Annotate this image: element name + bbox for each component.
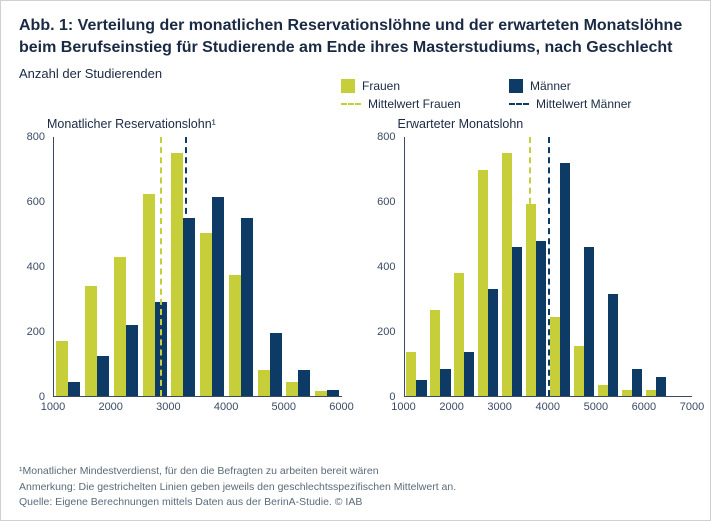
x-tick: 1000: [41, 401, 65, 413]
panel-b-x-axis: 1000200030004000500060007000: [404, 399, 693, 417]
bar-maenner: [241, 218, 253, 396]
bar-frauen: [646, 390, 656, 396]
y-tick: 600: [377, 196, 395, 208]
bar-maenner: [97, 356, 109, 396]
panel-b: Erwarteter Monatslohn 0200400600800 1000…: [370, 117, 693, 417]
bar-frauen: [85, 286, 97, 396]
footnote-3: Quelle: Eigene Berechnungen mittels Date…: [19, 495, 692, 510]
panel-b-y-axis: 0200400600800: [370, 137, 400, 397]
legend-label-frauen: Frauen: [362, 79, 400, 93]
y-tick: 400: [27, 261, 45, 273]
legend-mw-maenner: Mittelwert Männer: [509, 97, 649, 111]
panel-a-x-axis: 100020003000400050006000: [53, 399, 342, 417]
legend-maenner: Männer: [509, 79, 649, 93]
y-tick: 800: [377, 131, 395, 143]
bar-frauen: [56, 341, 68, 396]
dash-maenner: [509, 103, 529, 105]
bar-frauen: [171, 153, 183, 396]
legend: Frauen Männer Mittelwert Frauen Mittelwe…: [341, 79, 671, 115]
legend-label-maenner: Männer: [530, 79, 571, 93]
x-tick: 3000: [487, 401, 511, 413]
bar-frauen: [454, 273, 464, 396]
bar-frauen: [598, 385, 608, 396]
bar-maenner: [298, 370, 310, 396]
figure-title: Abb. 1: Verteilung der monatlichen Reser…: [19, 15, 692, 58]
y-tick: 600: [27, 196, 45, 208]
x-tick: 4000: [536, 401, 560, 413]
panel-a-y-axis: 0200400600800: [19, 137, 49, 397]
x-tick: 2000: [98, 401, 122, 413]
bar-frauen: [574, 346, 584, 396]
y-tick: 200: [27, 326, 45, 338]
bar-maenner: [464, 352, 474, 396]
mean-line-frauen: [160, 137, 162, 396]
bar-maenner: [212, 197, 224, 396]
bar-frauen: [315, 391, 327, 396]
footnotes: ¹Monatlicher Mindestverdienst, für den d…: [19, 463, 692, 510]
bar-maenner: [416, 380, 426, 396]
bar-maenner: [536, 241, 546, 396]
bar-maenner: [126, 325, 138, 396]
bar-frauen: [200, 233, 212, 396]
panel-b-title: Erwarteter Monatslohn: [398, 117, 693, 131]
bar-frauen: [229, 275, 241, 396]
legend-label-mw-maenner: Mittelwert Männer: [536, 97, 631, 111]
panel-b-plot: [404, 137, 693, 397]
bar-maenner: [632, 369, 642, 397]
swatch-frauen: [341, 79, 355, 93]
y-tick: 400: [377, 261, 395, 273]
bar-frauen: [478, 170, 488, 397]
x-tick: 6000: [632, 401, 656, 413]
legend-label-mw-frauen: Mittelwert Frauen: [368, 97, 461, 111]
x-tick: 3000: [156, 401, 180, 413]
bar-frauen: [258, 370, 270, 396]
bar-frauen: [622, 390, 632, 396]
bar-frauen: [550, 317, 560, 396]
dash-frauen: [341, 103, 361, 105]
x-tick: 7000: [680, 401, 704, 413]
x-tick: 5000: [272, 401, 296, 413]
bar-frauen: [143, 194, 155, 396]
bar-maenner: [560, 163, 570, 396]
bar-frauen: [430, 310, 440, 396]
bar-frauen: [502, 153, 512, 396]
bar-frauen: [406, 352, 416, 396]
bar-frauen: [286, 382, 298, 397]
bar-maenner: [440, 369, 450, 397]
y-tick: 800: [27, 131, 45, 143]
mean-line-frauen: [529, 137, 531, 396]
panel-a: Monatlicher Reservationslohn¹ 0200400600…: [19, 117, 342, 417]
bar-maenner: [68, 382, 80, 397]
x-tick: 5000: [584, 401, 608, 413]
y-tick: 200: [377, 326, 395, 338]
x-tick: 1000: [391, 401, 415, 413]
panel-a-plot: [53, 137, 342, 397]
x-tick: 6000: [329, 401, 353, 413]
footnote-2: Anmerkung: Die gestrichelten Linien gebe…: [19, 480, 692, 495]
bar-frauen: [114, 257, 126, 396]
bar-maenner: [656, 377, 666, 396]
footnote-1: ¹Monatlicher Mindestverdienst, für den d…: [19, 464, 692, 479]
bar-maenner: [608, 294, 618, 396]
mean-line-maenner: [548, 137, 550, 396]
legend-frauen: Frauen: [341, 79, 481, 93]
bar-maenner: [270, 333, 282, 396]
panel-a-title: Monatlicher Reservationslohn¹: [47, 117, 342, 131]
legend-mw-frauen: Mittelwert Frauen: [341, 97, 481, 111]
bar-maenner: [327, 390, 339, 396]
x-tick: 2000: [439, 401, 463, 413]
bar-maenner: [488, 289, 498, 396]
bar-frauen: [526, 204, 536, 397]
swatch-maenner: [509, 79, 523, 93]
bar-maenner: [584, 247, 594, 396]
x-tick: 4000: [214, 401, 238, 413]
mean-line-maenner: [185, 137, 187, 396]
bar-maenner: [512, 247, 522, 396]
